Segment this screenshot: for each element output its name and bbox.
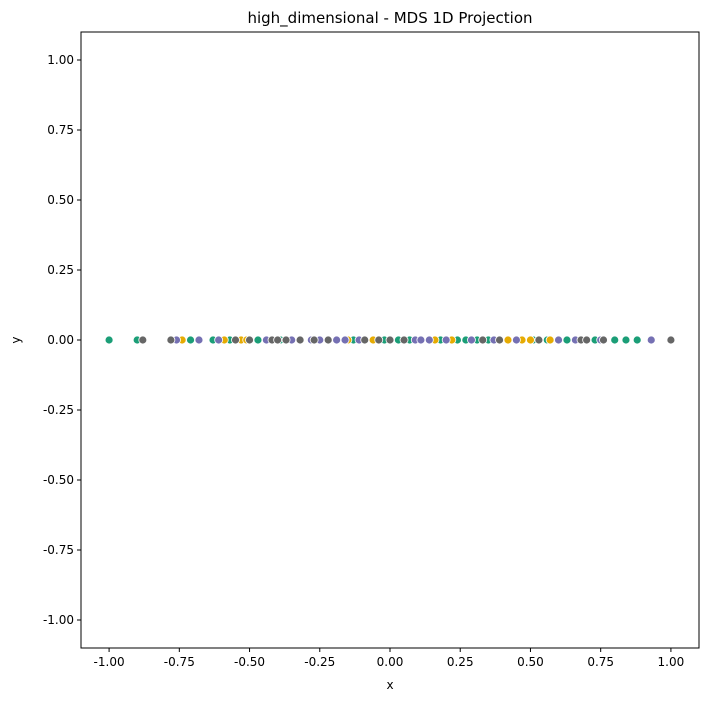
y-tick-label: 0.75 — [47, 123, 74, 137]
data-point — [478, 335, 488, 345]
data-points — [104, 335, 676, 345]
data-point — [340, 335, 350, 345]
x-tick-label: 0.25 — [447, 655, 474, 669]
y-tick-label: -1.00 — [43, 613, 74, 627]
data-point — [621, 335, 631, 345]
data-point — [424, 335, 434, 345]
data-point — [503, 335, 513, 345]
x-tick-label: 0.50 — [517, 655, 544, 669]
data-point — [273, 335, 283, 345]
data-point — [214, 335, 224, 345]
chart-title: high_dimensional - MDS 1D Projection — [247, 9, 532, 28]
data-point — [467, 335, 476, 345]
data-point — [281, 335, 291, 345]
data-point — [545, 335, 555, 345]
data-point — [632, 335, 642, 345]
data-point — [512, 335, 521, 345]
data-point — [231, 335, 240, 345]
data-point — [666, 335, 676, 345]
y-tick-label: -0.50 — [43, 473, 74, 487]
data-point — [186, 335, 195, 345]
data-point — [166, 335, 176, 345]
data-point — [295, 335, 305, 345]
data-point — [323, 335, 333, 345]
data-point — [399, 335, 409, 345]
data-point — [309, 335, 319, 345]
data-point — [441, 335, 451, 345]
data-point — [534, 335, 544, 345]
y-tick-label: 0.50 — [47, 193, 74, 207]
axis-ticks: -1.00 -0.75 -0.50 -0.25 0.00 0.25 0.50 0.75 1.00… — [43, 53, 684, 669]
data-point — [646, 335, 656, 345]
data-point — [385, 335, 395, 345]
y-tick-label: 1.00 — [47, 53, 74, 67]
x-tick-label: 0.00 — [377, 655, 404, 669]
data-point — [562, 335, 572, 345]
data-point — [610, 335, 620, 345]
y-tick-label: -0.75 — [43, 543, 74, 557]
x-tick-label: -0.25 — [304, 655, 335, 669]
y-tick-label: -0.25 — [43, 403, 74, 417]
data-point — [416, 335, 426, 345]
x-tick-label: -0.50 — [234, 655, 265, 669]
data-point — [582, 335, 592, 345]
data-point — [138, 335, 148, 345]
data-point — [360, 335, 370, 345]
data-point — [495, 335, 504, 345]
x-tick-label: -0.75 — [164, 655, 195, 669]
x-tick-label: 1.00 — [658, 655, 685, 669]
x-tick-label: -1.00 — [94, 655, 125, 669]
data-point — [599, 335, 608, 345]
y-tick-label: 0.00 — [47, 333, 74, 347]
plot-frame — [80, 31, 700, 649]
data-point — [526, 335, 535, 345]
y-tick-label: 0.25 — [47, 263, 74, 277]
y-axis-label: y — [9, 336, 23, 343]
data-point — [332, 335, 342, 345]
data-point — [104, 335, 114, 345]
data-point — [554, 335, 563, 345]
x-axis-label: x — [386, 678, 393, 692]
data-point — [245, 335, 254, 345]
data-point — [194, 335, 204, 345]
data-point — [374, 335, 384, 345]
data-point — [253, 335, 263, 345]
x-tick-label: 0.75 — [587, 655, 614, 669]
